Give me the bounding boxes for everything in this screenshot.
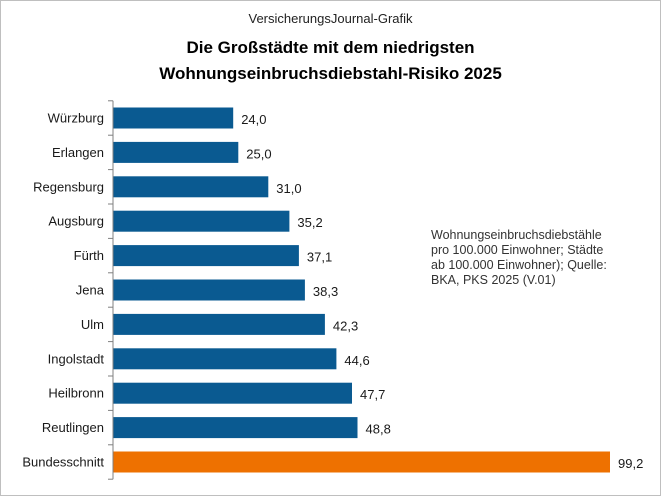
category-label: Fürth — [74, 248, 104, 263]
category-label: Erlangen — [52, 145, 104, 160]
data-label: 38,3 — [313, 284, 338, 299]
chart-title-line-1: Die Großstädte mit dem niedrigsten — [186, 38, 475, 57]
data-label: 24,0 — [241, 112, 266, 127]
bar-city — [113, 348, 337, 370]
chart-title: Die Großstädte mit dem niedrigsten Wohnu… — [1, 35, 660, 87]
category-label: Augsburg — [48, 214, 104, 229]
bar-city — [113, 176, 269, 198]
bar-city — [113, 417, 358, 439]
data-label: 35,2 — [297, 215, 322, 230]
bar-city — [113, 382, 352, 404]
category-label: Bundesschnitt — [22, 455, 104, 470]
data-label: 48,8 — [366, 422, 391, 437]
data-label: 99,2 — [618, 456, 643, 471]
data-label: 44,6 — [344, 353, 369, 368]
bar-city — [113, 245, 299, 267]
chart-note-line-3: ab 100.000 Einwohner); Quelle: — [431, 258, 607, 272]
category-label: Regensburg — [33, 179, 104, 194]
category-label: Ingolstadt — [48, 351, 105, 366]
bar-average — [113, 451, 610, 473]
data-label: 47,7 — [360, 387, 385, 402]
category-label: Würzburg — [48, 111, 104, 126]
category-label: Ulm — [81, 317, 104, 332]
bar-city — [113, 279, 305, 301]
source-label: VersicherungsJournal-Grafik — [248, 11, 413, 26]
chart-title-line-2: Wohnungseinbruchsdiebstahl-Risiko 2025 — [159, 64, 502, 83]
category-label: Reutlingen — [42, 420, 104, 435]
bar-city — [113, 107, 234, 129]
chart-note-line-2: pro 100.000 Einwohner; Städte — [431, 243, 604, 257]
bar-city — [113, 141, 239, 163]
category-label: Heilbronn — [48, 386, 104, 401]
data-label: 42,3 — [333, 318, 358, 333]
chart-note-line-1: Wohnungseinbruchsdiebstähle — [431, 228, 602, 242]
bar-city — [113, 313, 325, 335]
data-label: 25,0 — [246, 146, 271, 161]
chart-note: Wohnungseinbruchsdiebstähle pro 100.000 … — [431, 228, 631, 288]
data-label: 37,1 — [307, 250, 332, 265]
category-label: Jena — [76, 283, 105, 298]
bar-city — [113, 210, 290, 232]
data-label: 31,0 — [276, 181, 301, 196]
chart-note-line-4: BKA, PKS 2025 (V.01) — [431, 273, 556, 287]
